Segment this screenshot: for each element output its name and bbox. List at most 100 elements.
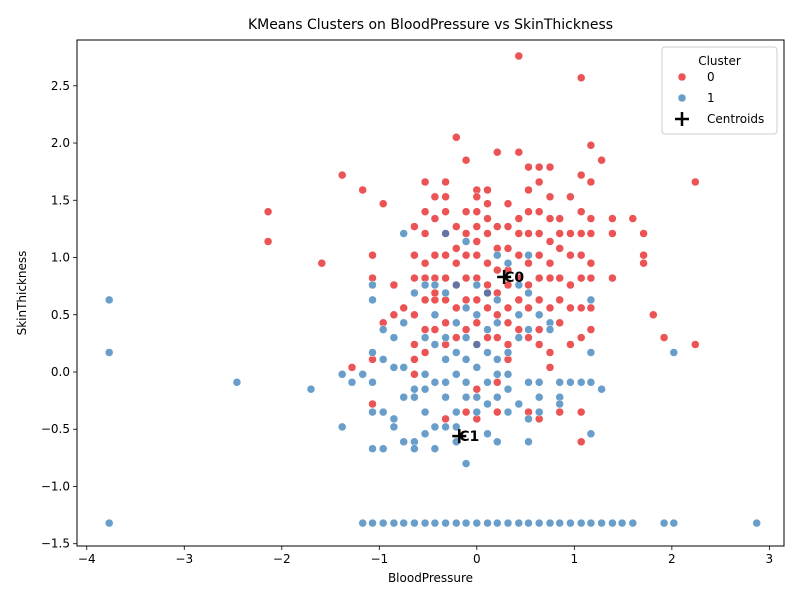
data-point: [347, 363, 357, 372]
data-point: [452, 258, 461, 268]
centroid-label: C0: [504, 270, 524, 286]
data-point: [483, 518, 492, 528]
data-point: [472, 295, 482, 305]
data-point: [483, 378, 492, 387]
data-point: [420, 295, 430, 305]
data-point: [337, 422, 347, 432]
data-point: [368, 280, 377, 290]
data-point: [524, 258, 533, 268]
x-axis: −4 −3 −2 −1 0 1 2 3: [78, 546, 773, 566]
data-point: [545, 348, 555, 357]
data-point: [514, 147, 524, 157]
data-point: [524, 378, 533, 387]
data-point: [555, 229, 564, 238]
data-point: [368, 348, 377, 357]
data-point: [555, 407, 564, 417]
y-tick-label: 0.0: [51, 365, 70, 379]
data-point: [576, 170, 586, 180]
data-point: [566, 192, 575, 202]
data-point: [399, 518, 408, 528]
data-point: [586, 273, 596, 283]
data-point: [410, 444, 419, 453]
data-point: [337, 170, 347, 180]
data-point: [534, 392, 544, 402]
data-point: [534, 162, 544, 172]
data-point: [452, 370, 461, 379]
data-point: [441, 333, 450, 342]
centroid-marker: [452, 429, 467, 444]
data-point: [389, 414, 399, 424]
data-point: [306, 384, 316, 394]
data-point: [430, 518, 440, 528]
data-point: [503, 280, 513, 290]
data-point: [503, 384, 513, 394]
data-point: [441, 378, 450, 387]
data-point: [358, 370, 367, 379]
plot-area: C0 C1: [104, 51, 761, 528]
data-point: [493, 355, 502, 364]
data-point: [452, 422, 461, 432]
data-point: [420, 333, 430, 342]
data-point: [503, 370, 513, 379]
data-point: [586, 303, 596, 313]
data-point: [545, 192, 555, 202]
data-point: [483, 348, 492, 357]
x-tick-label: 0: [473, 552, 481, 566]
data-point: [420, 258, 430, 268]
data-point: [628, 518, 638, 528]
data-point: [503, 258, 513, 268]
data-point: [441, 318, 450, 328]
data-point: [452, 333, 461, 342]
data-point: [608, 229, 617, 238]
data-point: [608, 273, 617, 283]
data-point: [628, 214, 638, 223]
data-point: [545, 162, 555, 172]
data-point: [534, 250, 544, 260]
data-point: [691, 340, 700, 349]
data-point: [566, 518, 575, 528]
data-point: [410, 392, 419, 402]
data-point: [441, 392, 450, 402]
data-point: [534, 177, 544, 187]
data-point: [347, 378, 357, 387]
legend-marker-cluster-0: [677, 72, 687, 82]
y-tick-label: 2.5: [51, 79, 70, 93]
data-point: [358, 518, 367, 528]
data-point: [545, 214, 555, 223]
data-point: [461, 392, 471, 402]
data-point: [576, 73, 586, 83]
data-point: [461, 207, 471, 216]
data-point: [441, 355, 450, 364]
data-point: [461, 407, 471, 417]
legend-marker-cluster-1: [677, 93, 687, 103]
data-point: [232, 378, 242, 387]
y-axis-label: SkinThickness: [15, 251, 29, 336]
data-point: [514, 310, 524, 320]
x-tick-label: −1: [370, 552, 388, 566]
data-point: [524, 288, 533, 298]
data-point: [524, 437, 533, 447]
data-point: [461, 459, 471, 468]
data-point: [639, 258, 648, 268]
data-point: [534, 207, 544, 216]
data-point: [576, 250, 586, 260]
legend-label-cluster-1: 1: [707, 91, 715, 105]
data-point: [483, 333, 492, 342]
data-point: [639, 250, 648, 260]
data-point: [659, 333, 669, 342]
data-point: [410, 355, 419, 364]
data-point: [452, 244, 461, 253]
data-point: [410, 340, 419, 349]
data-point: [576, 518, 586, 528]
data-point: [410, 288, 419, 298]
data-point: [410, 310, 419, 320]
data-point: [586, 348, 596, 357]
data-point: [586, 258, 596, 268]
data-point: [472, 518, 482, 528]
data-point: [461, 333, 471, 342]
data-point: [524, 207, 533, 216]
data-point: [399, 363, 408, 372]
data-point: [472, 192, 482, 202]
data-point: [534, 295, 544, 305]
